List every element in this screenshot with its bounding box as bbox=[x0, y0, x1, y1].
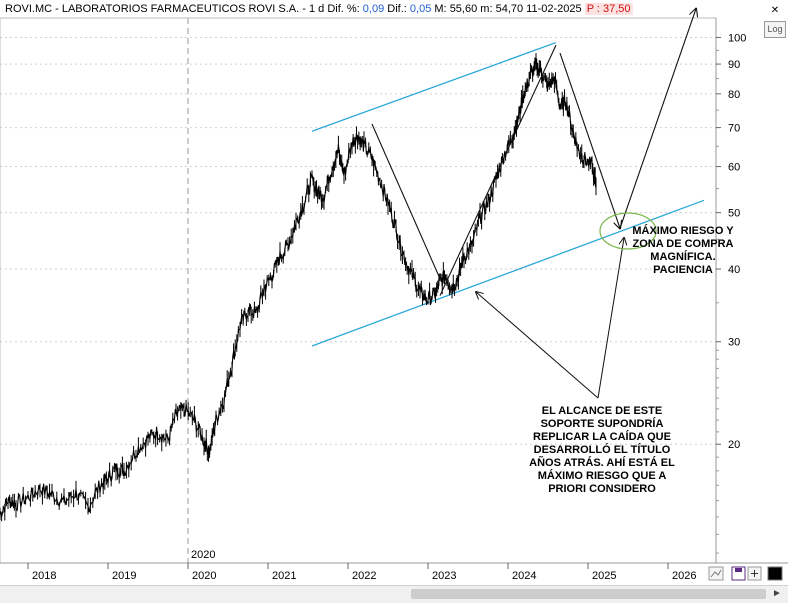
y-tick-label-8: 100 bbox=[728, 32, 746, 44]
y-tick-label-3: 50 bbox=[728, 208, 740, 220]
y-tick-label-4: 60 bbox=[728, 162, 740, 174]
markers-layer bbox=[476, 212, 657, 399]
zoom-icon[interactable] bbox=[708, 566, 724, 581]
target-circle bbox=[599, 212, 657, 250]
channel-lower-line bbox=[311, 199, 705, 347]
ticker-title: ROVI.MC - LABORATORIOS FARMACEUTICOS ROV… bbox=[5, 3, 309, 15]
y-tick-label-1: 30 bbox=[728, 337, 740, 349]
scroll-right-arrow-icon[interactable]: ► bbox=[772, 588, 782, 599]
price-series-layer bbox=[0, 53, 597, 522]
y-tick-label-6: 80 bbox=[728, 89, 740, 101]
arrows-layer bbox=[371, 9, 696, 296]
dif-value: 0,05 bbox=[409, 3, 432, 15]
channel-layer bbox=[311, 41, 705, 347]
dif-label: Dif.: bbox=[387, 3, 407, 15]
marker-2020-label: 2020 bbox=[191, 549, 216, 561]
dif-pct-value: 0,09 bbox=[362, 3, 385, 15]
x-tick-label-0: 2018 bbox=[32, 570, 56, 582]
min-value: 54,70 bbox=[495, 3, 524, 15]
x-tick-label-6: 2024 bbox=[512, 570, 536, 582]
log-scale-button[interactable]: Log bbox=[764, 21, 786, 38]
annotation-support: EL ALCANCE DE ESTE SOPORTE SUPONDRÍA REP… bbox=[529, 405, 675, 495]
date-value: 11-02-2025 bbox=[526, 3, 582, 15]
min-label: m: bbox=[480, 3, 493, 15]
projection-arrow-3 bbox=[619, 9, 696, 229]
y-tick-label-7: 90 bbox=[728, 59, 740, 71]
y-tick-label-0: 20 bbox=[728, 439, 740, 451]
add-icon[interactable] bbox=[747, 566, 762, 581]
y-tick-label-5: 70 bbox=[728, 123, 740, 135]
y-tick-label-2: 40 bbox=[728, 264, 740, 276]
grid-layer bbox=[0, 18, 716, 563]
projection-arrow-0 bbox=[371, 123, 441, 279]
pointer-circle-line bbox=[597, 238, 624, 399]
x-tick-label-5: 2023 bbox=[432, 570, 456, 582]
annotation-risk-zone: MÁXIMO RIESGO Y ZONA DE COMPRA MAGNÍFICA… bbox=[632, 225, 734, 276]
price-readout: P : 37,50 bbox=[584, 3, 633, 15]
x-tick-label-4: 2022 bbox=[352, 570, 376, 582]
horizontal-scrollbar[interactable]: ► bbox=[0, 585, 788, 603]
chart-header: ROVI.MC - LABORATORIOS FARMACEUTICOS ROV… bbox=[5, 3, 633, 15]
x-tick-label-1: 2019 bbox=[112, 570, 136, 582]
x-tick-label-7: 2025 bbox=[592, 570, 616, 582]
channel-upper-line bbox=[311, 41, 557, 132]
projection-arrow-1 bbox=[439, 44, 557, 296]
x-tick-label-2: 2020 bbox=[192, 570, 216, 582]
save-icon[interactable] bbox=[731, 566, 746, 581]
projection-arrow-2 bbox=[559, 52, 620, 228]
x-tick-label-8: 2026 bbox=[672, 570, 696, 582]
max-label: M: bbox=[434, 3, 447, 15]
color-square-icon[interactable] bbox=[767, 566, 783, 581]
axes-layer: 20 30 40 50 60 70 80 90 100 2018 2019 2020 2021 2022 2… bbox=[0, 17, 788, 582]
period-label[interactable]: 1 d bbox=[308, 3, 325, 15]
x-tick-label-3: 2021 bbox=[272, 570, 296, 582]
bottom-toolbar bbox=[708, 566, 786, 582]
close-icon[interactable]: ✕ bbox=[770, 5, 780, 16]
pointer-support-line bbox=[476, 292, 599, 399]
max-value: 55,60 bbox=[449, 3, 478, 15]
dif-pct-label: Dif. %: bbox=[327, 3, 360, 15]
scroll-thumb[interactable] bbox=[411, 589, 766, 599]
price-label: P : bbox=[586, 3, 600, 15]
price-line bbox=[0, 58, 597, 518]
price-value: 37,50 bbox=[603, 3, 631, 15]
